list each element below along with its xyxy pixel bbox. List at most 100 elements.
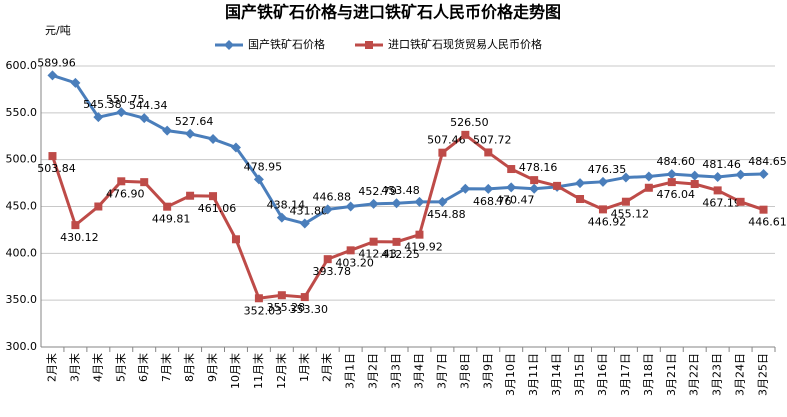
x-tick-label: 3月21日 (665, 353, 678, 396)
data-point (415, 230, 424, 239)
data-label: 478.16 (519, 161, 558, 174)
data-label: 545.38 (83, 98, 122, 111)
x-tick-label: 3月11日 (527, 353, 540, 396)
data-label: 544.34 (129, 99, 168, 112)
legend-label: 国产铁矿石价格 (248, 37, 325, 51)
data-label: 470.47 (496, 193, 535, 206)
data-point (689, 170, 700, 181)
x-tick-label: 3月22日 (688, 353, 701, 396)
data-point (117, 177, 126, 186)
data-point (163, 202, 172, 211)
data-point (576, 195, 585, 204)
x-tick-label: 3月15日 (573, 353, 586, 396)
data-point (277, 291, 286, 300)
x-tick-label: 9月末 (205, 353, 219, 382)
data-label: 393.78 (312, 265, 351, 278)
x-tick-label: 3月9日 (481, 353, 494, 389)
data-point (47, 70, 58, 81)
data-point (529, 183, 540, 194)
data-point (346, 246, 355, 255)
data-label: 430.12 (60, 231, 99, 244)
data-point (644, 183, 653, 192)
chart-title: 国产铁矿石价格与进口铁矿石人民币价格走势图 (225, 3, 561, 22)
legend-marker (365, 41, 373, 49)
data-point (299, 218, 310, 229)
data-point (208, 134, 219, 145)
data-point (690, 180, 699, 189)
data-point (736, 197, 745, 206)
data-point (597, 176, 608, 187)
x-tick-label: 8月末 (182, 353, 196, 382)
data-point (253, 174, 264, 185)
data-label: 461.06 (198, 202, 237, 215)
data-point (506, 182, 517, 193)
data-point (345, 201, 356, 212)
x-tick-label: 1月末 (297, 353, 311, 382)
x-tick-label: 10月末 (228, 353, 242, 389)
y-tick-label: 600.0 (6, 59, 38, 72)
data-point (185, 128, 196, 139)
data-label: 412.25 (381, 248, 420, 261)
data-point (414, 196, 425, 207)
data-label: 507.46 (427, 134, 466, 147)
x-tick-label: 3月25日 (757, 353, 770, 396)
data-point (461, 130, 470, 139)
data-label: 589.96 (37, 56, 76, 69)
data-label: 446.88 (312, 190, 351, 203)
data-label: 503.84 (37, 162, 76, 175)
data-label: 455.12 (611, 208, 650, 221)
data-point (598, 205, 607, 214)
data-point (713, 186, 722, 195)
data-point (667, 178, 676, 187)
legend-marker (224, 40, 234, 50)
data-point (620, 172, 631, 183)
data-point (621, 197, 630, 206)
data-point (323, 255, 332, 264)
data-point (230, 142, 241, 153)
data-label: 355.28 (267, 301, 306, 314)
data-point (162, 125, 173, 136)
data-label: 527.64 (175, 115, 214, 128)
data-point (460, 183, 471, 194)
x-tick-label: 3月末 (67, 353, 81, 382)
x-tick-label: 3月10日 (504, 353, 517, 396)
data-label: 468.76 (473, 195, 512, 208)
x-tick-label: 3月3日 (390, 353, 403, 389)
x-tick-label: 3月8日 (458, 353, 471, 389)
data-label: 352.03 (244, 304, 283, 317)
data-label: 446.61 (748, 216, 787, 229)
y-tick-label: 400.0 (6, 246, 38, 259)
data-label: 403.20 (335, 256, 374, 269)
data-point (254, 294, 263, 303)
data-point (369, 237, 378, 246)
data-label: 476.90 (106, 187, 145, 200)
y-tick-label: 350.0 (6, 293, 38, 306)
data-point (575, 178, 586, 189)
data-point (70, 77, 81, 88)
data-point (391, 198, 402, 209)
data-point (643, 171, 654, 182)
data-label: 453.48 (381, 184, 420, 197)
legend-label: 进口铁矿石现货贸易人民币价格 (388, 37, 542, 51)
x-tick-label: 3月14日 (550, 353, 563, 396)
data-label: 481.46 (702, 158, 741, 171)
x-tick-label: 3月17日 (619, 353, 632, 396)
data-point (735, 169, 746, 180)
y-tick-label: 550.0 (6, 106, 38, 119)
data-label: 507.72 (473, 133, 512, 146)
data-label: 467.19 (702, 196, 741, 209)
data-point (231, 235, 240, 244)
x-tick-label: 4月末 (90, 353, 104, 382)
data-point (209, 192, 218, 201)
data-label: 438.14 (267, 199, 306, 212)
data-point (93, 112, 104, 123)
data-label: 476.35 (588, 163, 627, 176)
data-point (48, 152, 57, 161)
data-point (186, 191, 195, 200)
data-label: 353.30 (290, 303, 329, 316)
data-point (507, 165, 516, 174)
data-point (530, 176, 539, 185)
data-label: 550.75 (106, 93, 145, 106)
data-point (666, 169, 677, 180)
x-tick-label: 5月末 (113, 353, 127, 382)
